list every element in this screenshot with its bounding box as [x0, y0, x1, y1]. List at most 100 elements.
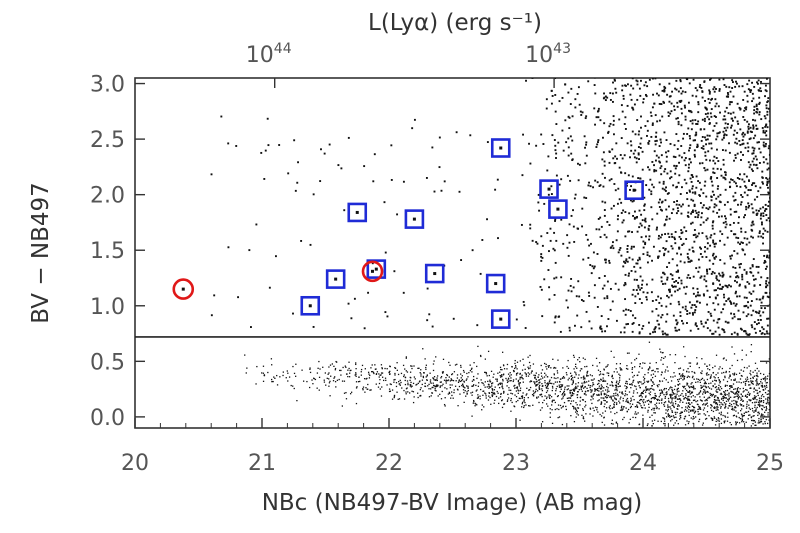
background-point [503, 404, 504, 405]
background-point [698, 406, 699, 407]
background-point [401, 373, 402, 374]
background-point [620, 172, 622, 174]
background-point [640, 393, 641, 394]
background-point [407, 384, 408, 385]
background-point [753, 412, 754, 413]
background-point [381, 395, 382, 396]
background-point [761, 223, 763, 225]
background-point [720, 311, 722, 313]
background-point [497, 179, 499, 181]
background-point [758, 412, 759, 413]
background-point [547, 388, 548, 389]
background-point [725, 221, 727, 223]
background-point [688, 409, 689, 410]
background-point [213, 294, 215, 296]
background-point [675, 422, 676, 423]
background-point [740, 397, 741, 398]
background-point [718, 79, 720, 81]
background-point [342, 380, 343, 381]
background-point [694, 379, 695, 380]
background-point [766, 387, 767, 388]
background-point [494, 403, 495, 404]
background-point [700, 321, 702, 323]
background-point [585, 197, 587, 199]
background-point [711, 196, 713, 198]
background-point [287, 373, 288, 374]
background-point [687, 396, 688, 397]
background-point [612, 241, 614, 243]
background-point [636, 161, 638, 163]
background-point [426, 177, 428, 179]
background-point [735, 157, 737, 159]
background-point [565, 406, 566, 407]
background-point [704, 155, 706, 157]
background-point [669, 417, 670, 418]
background-point [374, 153, 376, 155]
background-point [761, 221, 763, 223]
background-point [373, 373, 374, 374]
background-point [744, 297, 746, 299]
background-point [675, 286, 677, 288]
background-point [553, 368, 554, 369]
background-point [384, 311, 386, 313]
background-point [654, 150, 656, 152]
background-point [635, 417, 636, 418]
background-point [485, 387, 486, 388]
background-point [717, 185, 719, 187]
background-point [697, 411, 698, 412]
background-point [674, 144, 676, 146]
background-point [658, 408, 659, 409]
background-point [730, 258, 732, 260]
background-point [649, 417, 650, 418]
background-point [596, 409, 597, 410]
background-point [559, 381, 560, 382]
background-point [651, 385, 652, 386]
background-point [545, 374, 546, 375]
background-point [733, 313, 735, 315]
background-point [717, 160, 719, 162]
background-point [460, 373, 461, 374]
background-point [742, 132, 744, 134]
background-point [628, 212, 630, 214]
background-point [714, 162, 716, 164]
background-point [346, 398, 347, 399]
background-point [503, 365, 504, 366]
background-point [631, 99, 633, 101]
background-point [704, 100, 706, 102]
background-point [551, 90, 553, 92]
background-point [637, 259, 639, 261]
background-point [709, 296, 711, 298]
background-point [764, 307, 766, 309]
background-point [533, 395, 534, 396]
background-point [701, 91, 703, 93]
background-point [647, 142, 649, 144]
background-point [673, 315, 675, 317]
background-point [683, 286, 685, 288]
background-point [686, 192, 688, 194]
background-point [671, 233, 673, 235]
background-point [348, 137, 350, 139]
background-point [740, 263, 742, 265]
background-point [344, 381, 345, 382]
background-point [466, 391, 467, 392]
background-point [639, 381, 640, 382]
background-point [591, 272, 593, 274]
background-point [724, 118, 726, 120]
background-point [657, 386, 658, 387]
background-point [588, 381, 589, 382]
background-point [313, 378, 314, 379]
background-point [606, 386, 607, 387]
background-point [723, 296, 725, 298]
background-point [561, 130, 563, 132]
background-point [607, 372, 608, 373]
background-point [445, 397, 446, 398]
background-point [625, 393, 626, 394]
background-point [675, 330, 677, 332]
background-point [742, 350, 743, 351]
background-point [610, 405, 611, 406]
background-point [708, 374, 709, 375]
background-point [657, 385, 658, 386]
background-point [759, 102, 761, 104]
background-point [744, 269, 746, 271]
background-point [638, 154, 640, 156]
